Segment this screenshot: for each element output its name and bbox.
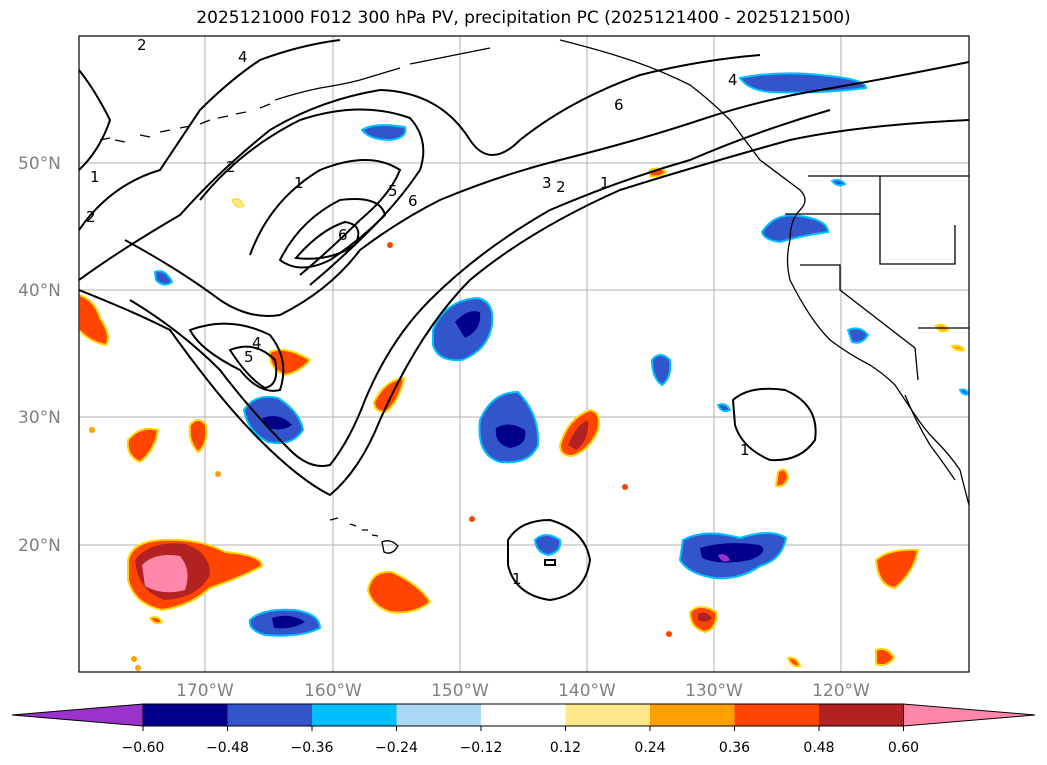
- svg-text:2: 2: [86, 208, 96, 226]
- colorbar-tick-label: 0.60: [888, 740, 919, 756]
- lon-label-150w: 150°W: [431, 681, 489, 701]
- lon-label-140w: 140°W: [558, 681, 616, 701]
- map-border: [78, 35, 970, 673]
- colorbar-segment: [143, 704, 228, 726]
- svg-text:6: 6: [338, 226, 348, 244]
- colorbar-tick-label: −0.12: [460, 740, 503, 756]
- colorbar-segment: [227, 704, 313, 726]
- colorbar-tick-label: −0.24: [375, 740, 418, 756]
- colorbar-segment: [565, 704, 651, 726]
- negative-precip-anomalies: [153, 72, 969, 637]
- svg-text:1: 1: [600, 174, 610, 192]
- svg-text:3: 3: [542, 174, 552, 192]
- lat-label-40: 40°N: [18, 281, 61, 301]
- svg-text:1: 1: [90, 168, 100, 186]
- colorbar-segment: [396, 704, 482, 726]
- colorbar-min-extend: [11, 703, 144, 727]
- colorbar-max-extend: [903, 703, 1036, 727]
- svg-text:5: 5: [244, 348, 254, 366]
- colorbar-tick-label: −0.48: [206, 740, 249, 756]
- svg-text:4: 4: [252, 334, 262, 352]
- lon-label-120w: 120°W: [812, 681, 870, 701]
- lat-label-20: 20°N: [18, 536, 61, 556]
- colorbar-segment: [819, 704, 904, 726]
- svg-text:4: 4: [728, 71, 738, 89]
- colorbar-tick-label: 0.12: [550, 740, 581, 756]
- lon-label-170w: 170°W: [176, 681, 234, 701]
- colorbar-border: [142, 703, 904, 727]
- svg-text:4: 4: [238, 48, 248, 66]
- colorbar-tick-label: 0.24: [634, 740, 665, 756]
- colorbar-tick-label: 0.48: [803, 740, 834, 756]
- pv-contour-labels: 1 2 2 2 4 4 5 5 6 1 6 3 2 1 6 4 1 1: [86, 36, 750, 588]
- positive-precip-anomalies: [79, 167, 966, 671]
- colorbar: −0.60 −0.48 −0.36 −0.24 −0.12 0.12 0.24 0.36 0.4…: [11, 703, 1036, 756]
- colorbar-segment: [312, 704, 397, 726]
- colorbar-tick-label: 0.36: [719, 740, 750, 756]
- coastlines: [99, 39, 969, 554]
- svg-text:6: 6: [614, 96, 624, 114]
- map-title: 2025121000 F012 300 hPa PV, precipitatio…: [196, 8, 851, 28]
- svg-text:1: 1: [512, 570, 522, 588]
- latitude-labels: 50°N 40°N 30°N 20°N: [18, 154, 61, 556]
- pv-contours: [79, 39, 969, 602]
- colorbar-segment: [481, 704, 566, 726]
- svg-text:1: 1: [740, 441, 750, 459]
- lat-label-30: 30°N: [18, 408, 61, 428]
- svg-text:2: 2: [556, 178, 566, 196]
- colorbar-segment: [650, 704, 735, 726]
- lon-label-160w: 160°W: [304, 681, 362, 701]
- svg-text:5: 5: [388, 182, 398, 200]
- svg-text:6: 6: [408, 192, 418, 210]
- colorbar-tick-label: −0.36: [291, 740, 334, 756]
- svg-text:1: 1: [294, 174, 304, 192]
- svg-text:2: 2: [226, 158, 236, 176]
- lon-label-130w: 130°W: [685, 681, 743, 701]
- lat-label-50: 50°N: [18, 154, 61, 174]
- colorbar-tick-label: −0.60: [122, 740, 165, 756]
- colorbar-segment: [734, 704, 820, 726]
- svg-text:2: 2: [137, 36, 147, 54]
- longitude-labels: 170°W 160°W 150°W 140°W 130°W 120°W: [176, 681, 870, 701]
